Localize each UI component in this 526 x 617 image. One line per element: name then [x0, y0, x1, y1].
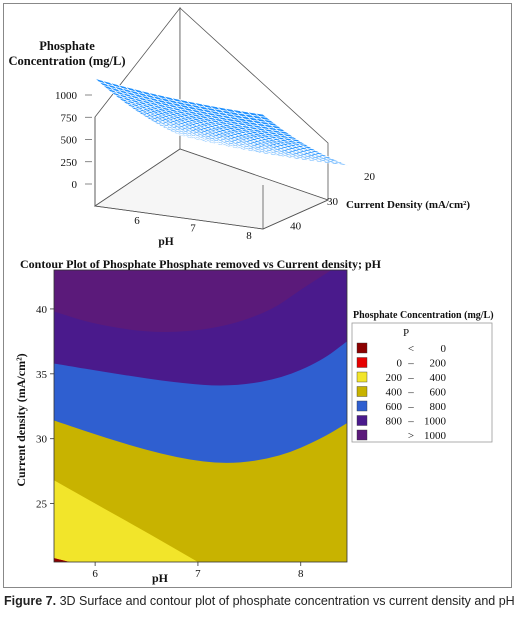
- legend-swatch: [356, 429, 368, 441]
- surface-z-tick-label: 1000: [55, 90, 78, 102]
- contour-legend: Phosphate Concentration (mg/L) P <00–200…: [351, 310, 494, 443]
- contour-title: Contour Plot of Phosphate Phosphate remo…: [20, 257, 382, 271]
- surface-box-front-edge: [94, 117, 264, 230]
- contour-y-tick-label: 40: [36, 304, 48, 316]
- contour-x-tick-label: 6: [92, 568, 98, 580]
- legend-range-low: 0: [397, 358, 403, 370]
- contour-y-tick-label: 30: [36, 434, 48, 446]
- surface-mesh: [94, 78, 349, 166]
- contour-y-tick-label: 35: [36, 369, 48, 381]
- contour-regions: [54, 270, 347, 562]
- contour-band-200-400: [54, 480, 347, 562]
- legend-range-symbol: –: [407, 387, 414, 399]
- contour-plot: Contour Plot of Phosphate Phosphate remo…: [14, 257, 494, 585]
- surface-x-tick-label: 7: [190, 223, 196, 235]
- legend-range-high: 1000: [424, 416, 447, 428]
- legend-range-symbol: <: [408, 343, 414, 355]
- legend-swatch: [356, 357, 368, 368]
- legend-swatch: [356, 342, 368, 354]
- legend-range-low: 600: [386, 401, 403, 413]
- legend-range-symbol: –: [407, 416, 414, 428]
- surface-y-tick-label: 20: [364, 171, 376, 183]
- surface-z-tick-label: 0: [72, 179, 78, 191]
- legend-range-high: 1000: [424, 430, 447, 442]
- legend-swatch: [356, 415, 368, 426]
- surface-box-front-right-edge: [262, 199, 329, 230]
- contour-y-ticks: 25 30 35 40: [36, 304, 54, 511]
- legend-range-symbol: >: [408, 430, 414, 442]
- legend-box: [351, 322, 493, 443]
- legend-range-low: 200: [386, 372, 403, 384]
- legend-range-symbol: –: [407, 358, 414, 370]
- legend-swatch: [356, 386, 368, 397]
- figure-caption: Figure 7. 3D Surface and contour plot of…: [4, 594, 515, 608]
- legend-range-high: 200: [430, 358, 447, 370]
- caption-text: 3D Surface and contour plot of phosphate…: [56, 594, 515, 608]
- legend-range-high: 0: [441, 343, 447, 355]
- legend-range-low: 800: [386, 416, 403, 428]
- legend-range-low: 400: [386, 387, 403, 399]
- legend-range-symbol: –: [407, 401, 414, 413]
- surface-y-tick-label: 40: [290, 221, 302, 233]
- contour-plot-border: [53, 269, 348, 563]
- contour-band-below-0: [54, 558, 70, 562]
- contour-ylabel: Current density (mA/cm²): [14, 353, 28, 486]
- contour-x-tick-label: 8: [298, 568, 304, 580]
- surface-z-ticks: 0 250 500 750 1000: [55, 90, 92, 191]
- surface-y-tick-label: 30: [327, 196, 339, 208]
- legend-range-high: 800: [430, 401, 447, 413]
- contour-x-tick-label: 7: [195, 568, 201, 580]
- surface-y-ticks: 20 30 40: [290, 171, 375, 233]
- surface-plot: Phosphate Concentration (mg/L) 0 250 500 75…: [9, 6, 470, 248]
- surface-z-tick-label: 500: [61, 135, 78, 147]
- legend-range-symbol: –: [407, 372, 414, 384]
- legend-swatch: [356, 400, 368, 412]
- legend-subtitle: P: [403, 327, 409, 339]
- surface-zlabel-line1: Phosphate: [39, 39, 95, 53]
- legend-range-high: 600: [430, 387, 447, 399]
- surface-ylabel: Current Density (mA/cm²): [346, 199, 470, 211]
- surface-z-tick-label: 250: [61, 157, 78, 169]
- legend-range-high: 400: [430, 372, 447, 384]
- surface-xlabel: pH: [158, 236, 173, 248]
- legend-swatch: [356, 371, 368, 383]
- legend-title: Phosphate Concentration (mg/L): [353, 310, 494, 321]
- surface-x-ticks: 6 7 8: [134, 215, 252, 242]
- surface-x-tick-label: 8: [246, 230, 252, 242]
- caption-label: Figure 7.: [4, 594, 57, 608]
- contour-xlabel: pH: [152, 571, 169, 585]
- surface-z-tick-label: 750: [61, 112, 78, 124]
- contour-x-ticks: 6 7 8: [92, 562, 304, 580]
- surface-zlabel-line2: Concentration (mg/L): [9, 54, 126, 68]
- figure-frame: [3, 3, 512, 588]
- surface-facet: [336, 162, 349, 166]
- contour-y-tick-label: 25: [36, 499, 48, 511]
- surface-x-tick-label: 6: [134, 215, 140, 227]
